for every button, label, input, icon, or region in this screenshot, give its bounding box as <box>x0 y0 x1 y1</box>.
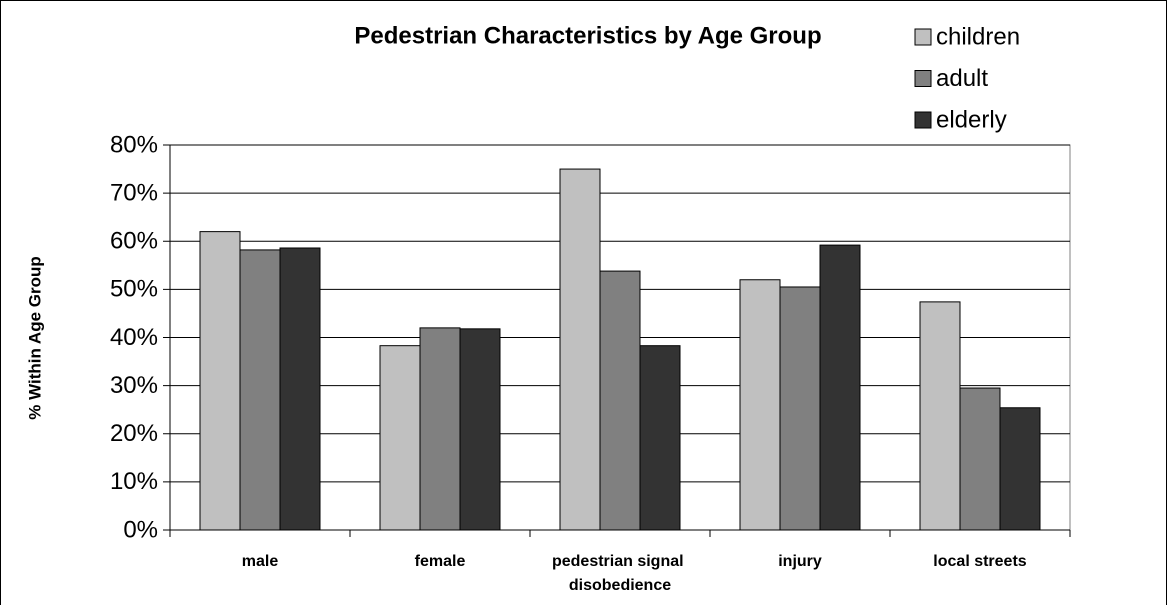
bar <box>639 345 681 531</box>
bar <box>599 270 641 531</box>
bar <box>819 244 861 531</box>
bar <box>999 407 1041 531</box>
chart-title: Pedestrian Characteristics by Age Group <box>354 22 821 49</box>
bar <box>779 286 821 531</box>
legend-swatch <box>914 28 932 46</box>
y-tick-label: 40% <box>110 324 158 351</box>
x-tick-label: female <box>415 553 466 570</box>
legend-label: children <box>936 23 1020 50</box>
y-axis-label: % Within Age Group <box>25 256 44 420</box>
bar <box>199 231 241 531</box>
y-tick-label: 0% <box>123 516 158 543</box>
bar <box>739 279 781 531</box>
bar <box>559 168 601 531</box>
bar <box>959 387 1001 531</box>
bar <box>379 345 421 531</box>
legend-swatch <box>914 111 932 129</box>
y-tick-label: 80% <box>110 131 158 158</box>
bar <box>239 249 281 531</box>
x-tick-label-line: pedestrian signal <box>552 553 688 570</box>
bar <box>459 328 501 531</box>
y-tick-label: 20% <box>110 420 158 447</box>
legend-swatch <box>914 70 932 87</box>
bar <box>279 247 321 531</box>
y-tick-label: 60% <box>110 228 158 255</box>
x-tick-label: local streets <box>933 553 1026 570</box>
bar <box>419 327 461 531</box>
x-tick-label: injury <box>778 553 822 570</box>
legend-label: adult <box>936 65 988 92</box>
legend-label: elderly <box>936 106 1007 133</box>
x-tick-label-line: disobedience <box>569 577 671 594</box>
y-tick-label: 50% <box>110 276 158 303</box>
x-tick-label: male <box>242 553 279 570</box>
y-tick-label: 10% <box>110 468 158 495</box>
y-tick-label: 70% <box>110 179 158 206</box>
x-tick-label: pedestrian signal disobedience <box>552 553 688 594</box>
y-tick-label: 30% <box>110 372 158 399</box>
bar <box>919 301 961 531</box>
